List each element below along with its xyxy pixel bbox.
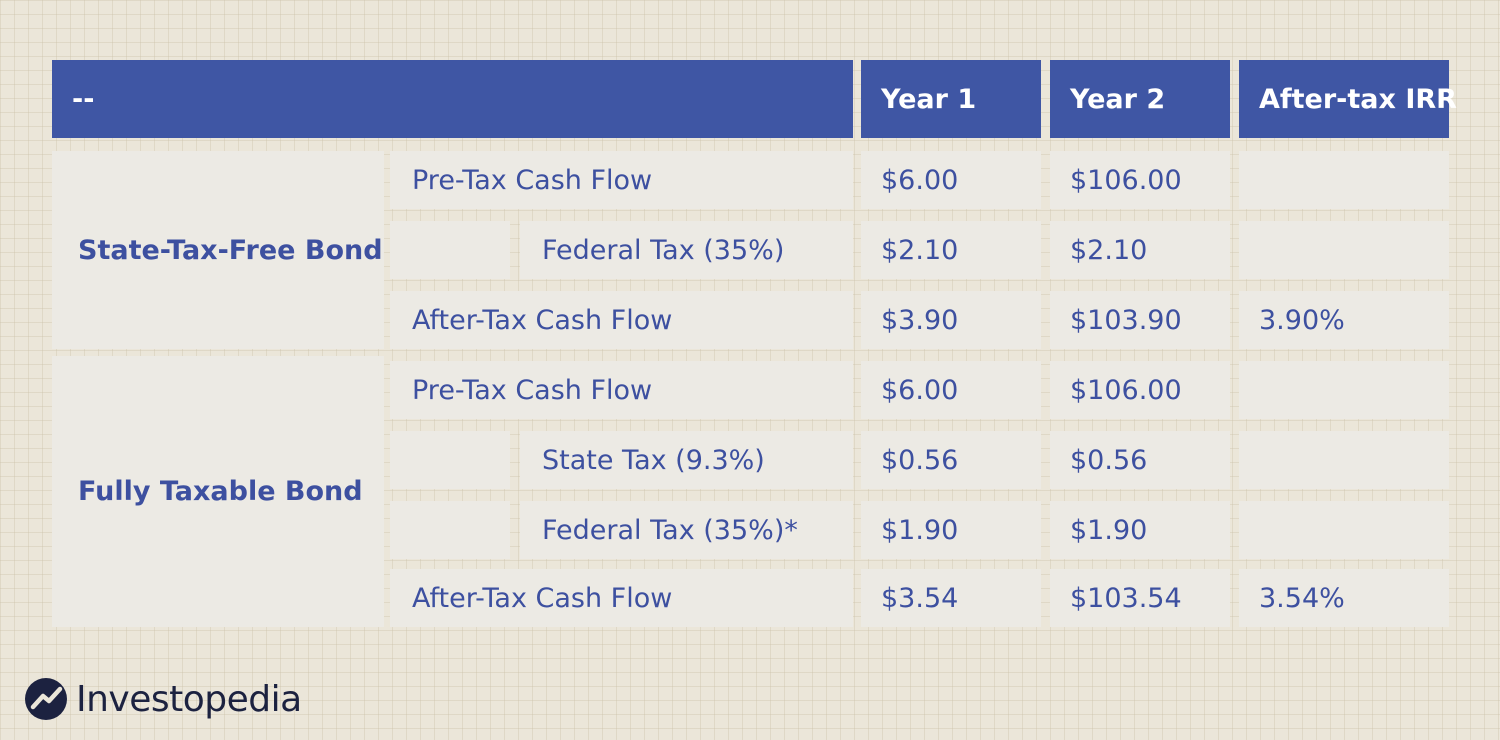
irr-value: 3.54%: [1239, 569, 1449, 627]
row-label: After-Tax Cash Flow: [390, 291, 853, 349]
investopedia-logo: Investopedia: [24, 675, 302, 723]
year-2-value: $106.00: [1050, 361, 1230, 419]
year-2-value: $103.54: [1050, 569, 1230, 627]
indent-spacer: [390, 501, 510, 559]
row-label: After-Tax Cash Flow: [390, 569, 853, 627]
header-cell-blank: --: [52, 60, 853, 138]
year-1-value: $6.00: [861, 361, 1041, 419]
row-label: State Tax (9.3%): [520, 431, 853, 489]
year-1-value: $6.00: [861, 151, 1041, 209]
irr-value: [1239, 501, 1449, 559]
year-1-value: $3.54: [861, 569, 1041, 627]
irr-value: [1239, 221, 1449, 279]
year-2-value: $2.10: [1050, 221, 1230, 279]
header-cell-year-1: Year 1: [861, 60, 1041, 138]
group-label: State-Tax-Free Bond: [52, 151, 384, 349]
year-1-value: $3.90: [861, 291, 1041, 349]
investopedia-logo-icon: [25, 678, 67, 720]
brand-name: Investopedia: [76, 678, 302, 720]
year-2-value: $106.00: [1050, 151, 1230, 209]
header-cell-year-2: Year 2: [1050, 60, 1230, 138]
row-label: Federal Tax (35%)*: [520, 501, 853, 559]
irr-value: [1239, 431, 1449, 489]
year-1-value: $0.56: [861, 431, 1041, 489]
row-label: Pre-Tax Cash Flow: [390, 151, 853, 209]
year-1-value: $2.10: [861, 221, 1041, 279]
year-1-value: $1.90: [861, 501, 1041, 559]
irr-value: [1239, 151, 1449, 209]
irr-value: [1239, 361, 1449, 419]
group-label: Fully Taxable Bond: [52, 356, 384, 627]
row-label: Federal Tax (35%): [520, 221, 853, 279]
year-2-value: $0.56: [1050, 431, 1230, 489]
irr-value: 3.90%: [1239, 291, 1449, 349]
indent-spacer: [390, 431, 510, 489]
indent-spacer: [390, 221, 510, 279]
year-2-value: $103.90: [1050, 291, 1230, 349]
header-cell-irr: After-tax IRR: [1239, 60, 1457, 138]
row-label: Pre-Tax Cash Flow: [390, 361, 853, 419]
year-2-value: $1.90: [1050, 501, 1230, 559]
